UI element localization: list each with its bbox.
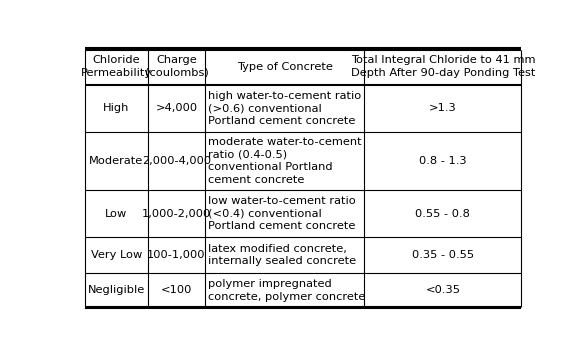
Text: >4,000: >4,000 [156, 103, 197, 113]
Text: <100: <100 [161, 286, 192, 295]
Text: >1.3: >1.3 [429, 103, 457, 113]
Text: 0.55 - 0.8: 0.55 - 0.8 [416, 209, 470, 219]
Text: Very Low: Very Low [91, 250, 142, 260]
Text: 1,000-2,000: 1,000-2,000 [142, 209, 211, 219]
Text: moderate water-to-cement
ratio (0.4-0.5)
conventional Portland
cement concrete: moderate water-to-cement ratio (0.4-0.5)… [208, 137, 362, 185]
Text: 0.35 - 0.55: 0.35 - 0.55 [412, 250, 474, 260]
Text: high water-to-cement ratio
(>0.6) conventional
Portland cement concrete: high water-to-cement ratio (>0.6) conven… [208, 91, 362, 126]
Text: Charge
(coulombs): Charge (coulombs) [144, 55, 208, 78]
Text: Chloride
Permeability: Chloride Permeability [81, 55, 152, 78]
Text: Moderate: Moderate [89, 156, 144, 166]
Text: polymer impregnated
concrete, polymer concrete: polymer impregnated concrete, polymer co… [208, 279, 366, 301]
Text: latex modified concrete,
internally sealed concrete: latex modified concrete, internally seal… [208, 244, 357, 266]
Text: 100-1,000: 100-1,000 [147, 250, 205, 260]
Text: <0.35: <0.35 [426, 286, 460, 295]
Text: Total Integral Chloride to 41 mm
Depth After 90-day Ponding Test: Total Integral Chloride to 41 mm Depth A… [350, 55, 535, 78]
Text: Negligible: Negligible [88, 286, 145, 295]
Text: 0.8 - 1.3: 0.8 - 1.3 [419, 156, 467, 166]
Text: High: High [103, 103, 130, 113]
Text: Type of Concrete: Type of Concrete [237, 61, 332, 72]
Text: Low: Low [105, 209, 127, 219]
Text: low water-to-cement ratio
(<0.4) conventional
Portland cement concrete: low water-to-cement ratio (<0.4) convent… [208, 196, 356, 231]
Text: 2,000-4,000: 2,000-4,000 [142, 156, 211, 166]
